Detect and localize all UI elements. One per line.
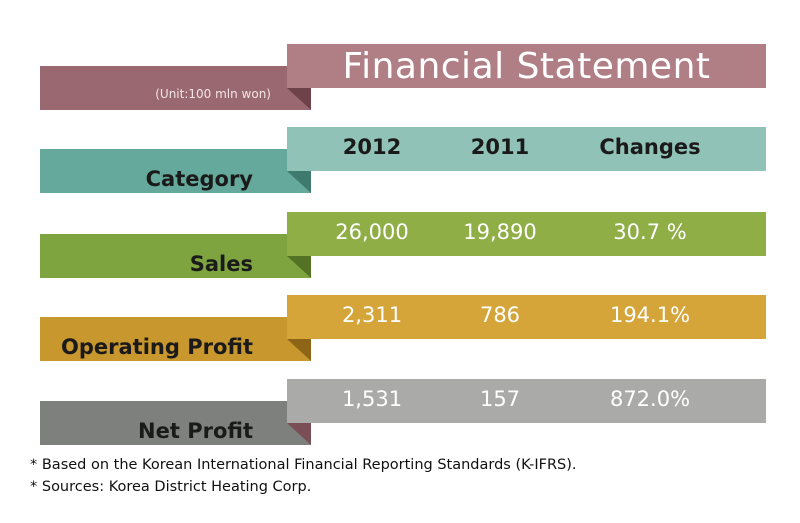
operating-row-right: 2,311 786 194.1% <box>287 295 766 339</box>
page-title: Financial Statement <box>342 46 711 87</box>
category-header: Category <box>145 167 253 191</box>
unit-label: (Unit:100 mln won) <box>155 87 271 101</box>
title-band-fold <box>287 88 311 110</box>
row-label: Net Profit <box>138 419 253 443</box>
value-2011: 157 <box>479 387 521 411</box>
value-2011: 786 <box>479 303 521 327</box>
operating-row-left: Operating Profit <box>40 317 311 361</box>
year-2012-header: 2012 <box>342 135 402 159</box>
row-label: Operating Profit <box>61 335 253 359</box>
footnote-standards: * Based on the Korean International Fina… <box>30 457 577 473</box>
operating-row-fold <box>287 339 311 361</box>
net-row-fold <box>287 423 311 445</box>
value-change: 30.7 % <box>613 220 687 244</box>
footnote-sources: * Sources: Korea District Heating Corp. <box>30 479 312 495</box>
net-row-right: 1,531 157 872.0% <box>287 379 766 423</box>
header-band-fold <box>287 171 311 193</box>
value-2011: 19,890 <box>463 220 537 244</box>
value-2012: 2,311 <box>341 303 403 327</box>
sales-row-fold <box>287 256 311 278</box>
sales-row-left: Sales <box>40 234 311 278</box>
year-2011-header: 2011 <box>470 135 530 159</box>
net-row-left: Net Profit <box>40 401 311 445</box>
header-band-left: Category <box>40 149 311 193</box>
value-change: 194.1% <box>609 303 691 327</box>
row-label: Sales <box>189 252 253 276</box>
title-band-left: (Unit:100 mln won) <box>40 66 311 110</box>
title-band-right: Financial Statement <box>287 44 766 88</box>
value-change: 872.0% <box>609 387 691 411</box>
value-2012: 26,000 <box>335 220 409 244</box>
header-band-right: 2012 2011 Changes <box>287 127 766 171</box>
value-2012: 1,531 <box>341 387 403 411</box>
changes-header: Changes <box>599 135 701 159</box>
sales-row-right: 26,000 19,890 30.7 % <box>287 212 766 256</box>
